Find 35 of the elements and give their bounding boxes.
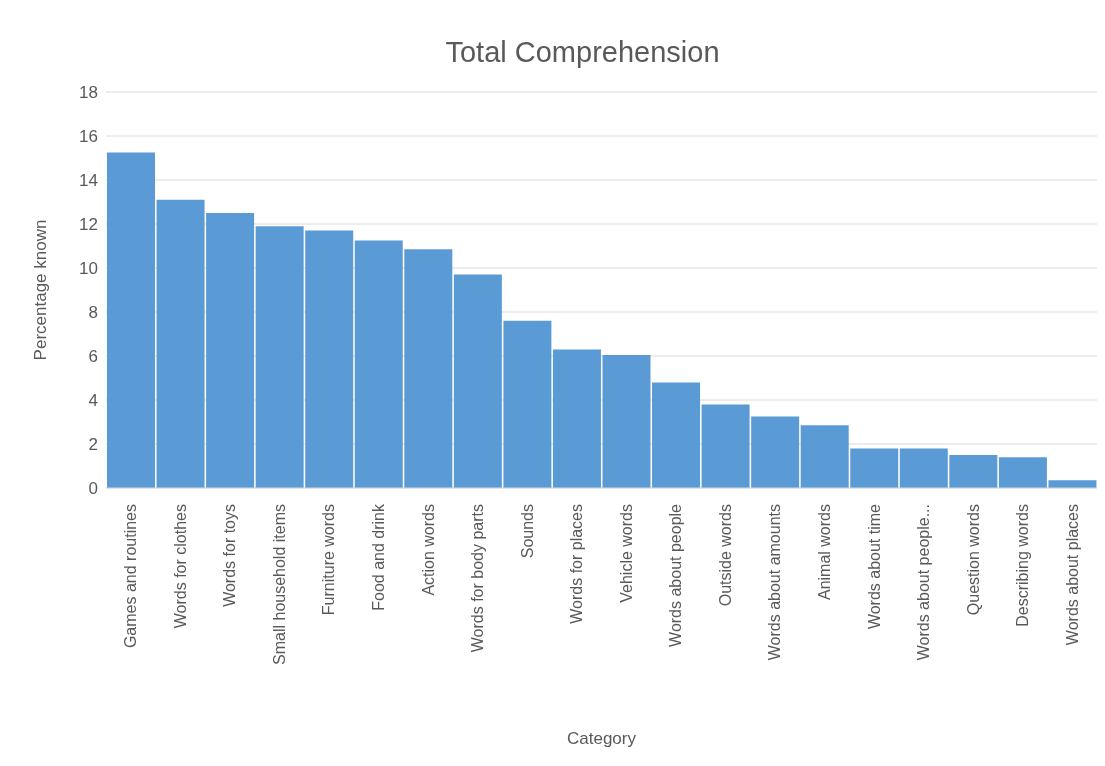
x-tick-label: Outside words xyxy=(716,504,734,607)
chart-title: Total Comprehension xyxy=(445,36,720,68)
x-tick-label: Words about people... xyxy=(915,504,933,661)
x-axis-title: Category xyxy=(567,729,637,748)
x-tick-label: Words for clothes xyxy=(171,504,189,629)
x-tick-label: Describing words xyxy=(1014,504,1032,627)
y-tick-label: 0 xyxy=(88,479,98,499)
x-tick-label: Food and drink xyxy=(370,503,388,611)
y-tick-label: 4 xyxy=(88,391,98,411)
x-tick-label: Words about amounts xyxy=(766,504,784,661)
y-tick-label: 8 xyxy=(88,303,98,323)
x-tick-label: Vehicle words xyxy=(617,504,635,603)
y-tick-label: 12 xyxy=(79,215,98,235)
y-tick-label: 2 xyxy=(88,435,98,455)
x-tick-label: Small household items xyxy=(270,504,288,665)
y-axis-title: Percentage known xyxy=(31,219,51,361)
x-tick-label: Words about time xyxy=(865,503,883,630)
x-tick-label: Words for toys xyxy=(221,504,239,607)
bar xyxy=(107,152,155,488)
x-tick-label: Animal words xyxy=(815,504,833,601)
x-tick-label: Words about places xyxy=(1063,504,1081,646)
y-tick-label: 10 xyxy=(79,259,98,279)
x-tick-label: Furniture words xyxy=(320,504,338,616)
x-tick-label: Words for places xyxy=(568,504,586,624)
x-tick-label: Words about people xyxy=(667,503,685,647)
y-tick-label: 6 xyxy=(88,347,98,367)
x-tick-label: Question words xyxy=(964,504,982,616)
bar xyxy=(552,349,601,488)
y-tick-label: 16 xyxy=(79,127,98,147)
y-tick-label: 18 xyxy=(79,83,98,103)
x-tick-label: Words for body parts xyxy=(469,504,487,653)
x-tick-label: Action words xyxy=(419,504,437,596)
y-tick-label: 14 xyxy=(79,171,98,191)
x-tick-label: Sounds xyxy=(518,504,536,559)
x-tick-label: Games and routines xyxy=(122,504,140,649)
